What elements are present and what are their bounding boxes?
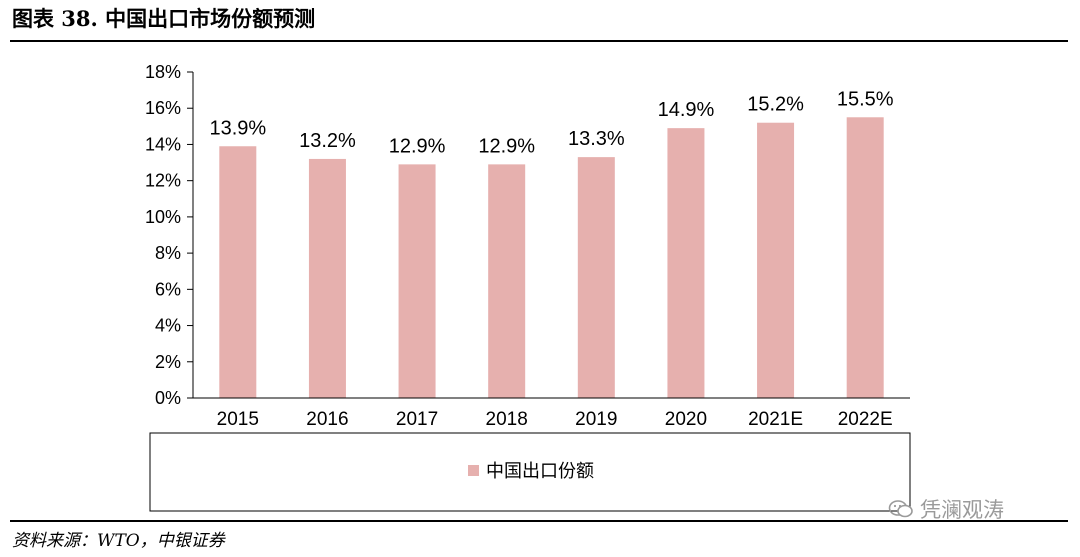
y-tick-label: 18% — [145, 62, 181, 82]
y-tick-label: 8% — [155, 243, 181, 263]
y-tick-label: 4% — [155, 316, 181, 336]
y-tick-label: 10% — [145, 207, 181, 227]
data-label: 12.9% — [478, 135, 535, 157]
y-tick-label: 6% — [155, 279, 181, 299]
x-tick-label: 2015 — [217, 409, 259, 430]
x-tick-label: 2020 — [665, 409, 707, 430]
y-tick-label: 2% — [155, 352, 181, 372]
bottom-rule — [10, 520, 1068, 522]
bar — [219, 146, 257, 398]
data-labels: 13.9% 13.2% 12.9% 12.9% 13.3% 14.9% 15.2% 15.5% — [209, 88, 893, 157]
x-tick-label: 2022E — [838, 409, 893, 430]
bar — [846, 117, 884, 399]
legend: 中国出口份额 — [149, 432, 911, 512]
bar — [667, 128, 705, 398]
y-tick-label: 12% — [145, 171, 181, 191]
y-tick-label: 16% — [145, 98, 181, 118]
bar — [757, 122, 795, 398]
legend-swatch — [468, 465, 479, 476]
data-label: 14.9% — [658, 99, 715, 121]
data-label: 12.9% — [389, 135, 446, 157]
bar — [577, 157, 615, 398]
x-tick-label: 2018 — [486, 409, 528, 430]
bar — [308, 158, 346, 398]
x-tick-label: 2016 — [306, 409, 348, 430]
data-label: 13.3% — [568, 128, 625, 150]
figure-title: 图表 38. 中国出口市场份额预测 — [12, 6, 316, 31]
data-label: 13.9% — [209, 117, 266, 139]
watermark: 凭澜观涛 — [888, 494, 1004, 524]
source-note: 资料来源：WTO，中银证券 — [12, 531, 225, 551]
legend-label: 中国出口份额 — [486, 461, 594, 482]
data-label: 15.5% — [837, 88, 894, 110]
y-tick-label: 14% — [145, 134, 181, 154]
bar — [398, 164, 436, 398]
data-label: 13.2% — [299, 130, 356, 152]
bar-chart: 0% 2% 4% 6% 8% 10% 12% 14% 16% 18% 13.9% 13.2% 12.9… — [145, 62, 911, 512]
x-tick-label: 2017 — [396, 409, 438, 430]
y-tick-label: 0% — [155, 388, 181, 408]
x-axis: 2015 2016 2017 2018 2019 2020 2021E 2022E — [193, 397, 910, 430]
y-axis: 0% 2% 4% 6% 8% 10% 12% 14% 16% 18% — [145, 62, 194, 408]
x-tick-label: 2019 — [575, 409, 617, 430]
wechat-icon — [888, 500, 913, 518]
watermark-text: 凭澜观涛 — [920, 498, 1004, 522]
x-tick-label: 2021E — [748, 409, 803, 430]
legend-box — [149, 432, 911, 512]
bar — [488, 164, 526, 398]
data-label: 15.2% — [747, 94, 804, 116]
bars — [219, 117, 884, 399]
top-rule — [10, 40, 1068, 42]
